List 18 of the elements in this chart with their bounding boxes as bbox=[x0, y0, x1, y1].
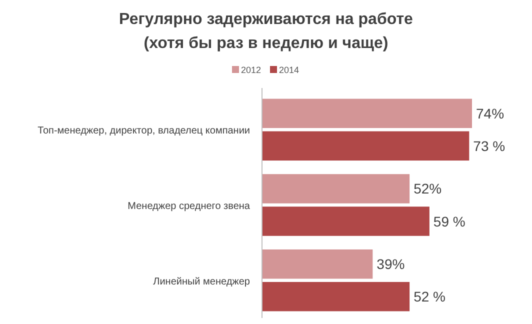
legend-label: 2012 bbox=[241, 65, 262, 75]
data-label: 59 % bbox=[433, 213, 466, 230]
bar bbox=[262, 131, 470, 161]
bar bbox=[262, 98, 472, 128]
bar bbox=[262, 206, 430, 236]
bar bbox=[262, 174, 410, 204]
data-label: 52% bbox=[414, 180, 442, 197]
chart-title: Регулярно задерживаются на работе (хотя бы раз в неделю и чаще) bbox=[119, 11, 414, 52]
data-label: 52 % bbox=[414, 288, 446, 305]
y-tick-label: Линейный менеджер bbox=[153, 276, 250, 288]
data-label: 74% bbox=[476, 105, 504, 122]
bar bbox=[262, 282, 410, 312]
data-label: 73 % bbox=[473, 138, 506, 154]
y-tick-label: Менеджер среднего звена bbox=[128, 201, 250, 212]
legend-label: 2014 bbox=[279, 65, 300, 75]
y-tick-label: Топ-менеджер, директор, владелец компании bbox=[38, 126, 250, 137]
data-label: 39% bbox=[376, 256, 405, 272]
bar bbox=[262, 249, 373, 279]
